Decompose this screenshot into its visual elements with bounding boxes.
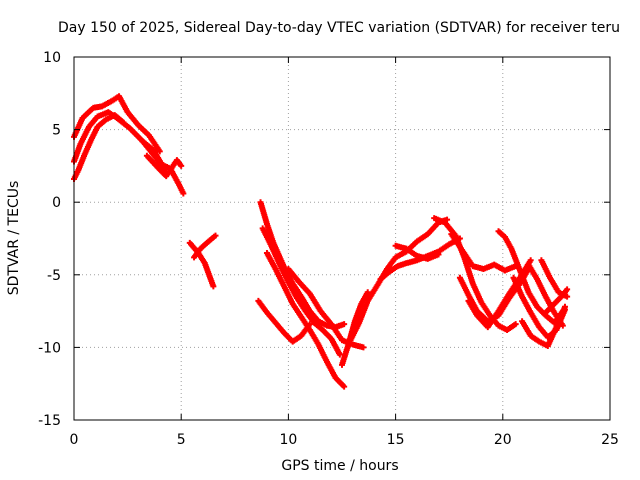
data-point	[561, 303, 568, 310]
data-point	[210, 283, 217, 290]
series-arc-8	[257, 199, 348, 331]
y-tick-label: -15	[38, 413, 61, 429]
x-tick-label: 10	[279, 432, 297, 448]
data-points	[71, 93, 571, 390]
x-tick-label: 5	[177, 432, 186, 448]
y-tick-label: 10	[43, 50, 61, 66]
data-point	[435, 251, 442, 258]
series-arc-16	[392, 242, 442, 262]
x-tick-label: 20	[494, 432, 512, 448]
series-arc-6	[186, 239, 217, 290]
plot-frame	[73, 56, 611, 421]
x-tick-label: 15	[387, 432, 405, 448]
data-point	[212, 232, 219, 239]
data-point	[180, 190, 187, 197]
series-arc-26	[542, 286, 571, 316]
series-arc-4	[139, 138, 187, 197]
series-arc-7	[191, 232, 219, 261]
data-point	[564, 286, 571, 293]
y-tick-label: -5	[47, 268, 61, 284]
data-point	[512, 321, 519, 328]
series-arc-5	[143, 152, 185, 180]
data-point	[559, 322, 566, 329]
series-arc-10	[263, 250, 348, 390]
data-point	[341, 321, 348, 328]
y-axis-label: SDTVAR / TECUs	[6, 181, 22, 296]
series-arc-1	[71, 93, 163, 155]
chart-title: Day 150 of 2025, Sidereal Day-to-day VTE…	[58, 20, 620, 36]
data-point	[527, 257, 534, 264]
data-point	[120, 119, 127, 126]
data-point	[306, 321, 313, 328]
data-point	[178, 162, 185, 169]
data-point	[156, 148, 163, 155]
x-axis: 0 5 10 15 20 25	[70, 57, 619, 448]
data-point	[336, 351, 343, 358]
data-point	[360, 344, 367, 351]
series-arc-18	[448, 231, 519, 274]
x-tick-label: 25	[601, 432, 619, 448]
y-tick-label: 5	[52, 123, 61, 139]
data-point	[341, 383, 348, 390]
y-axis: -15 -10 -5 0 5 10	[38, 50, 610, 429]
y-tick-label: 0	[52, 195, 61, 211]
data-point	[564, 293, 571, 300]
series-arc-9	[259, 225, 343, 358]
grid-lines	[74, 57, 610, 420]
x-tick-label: 0	[70, 432, 79, 448]
series-arc-12	[285, 265, 367, 351]
series-arc-11	[255, 297, 313, 345]
y-tick-label: -10	[38, 340, 61, 356]
x-axis-label: GPS time / hours	[281, 458, 398, 474]
